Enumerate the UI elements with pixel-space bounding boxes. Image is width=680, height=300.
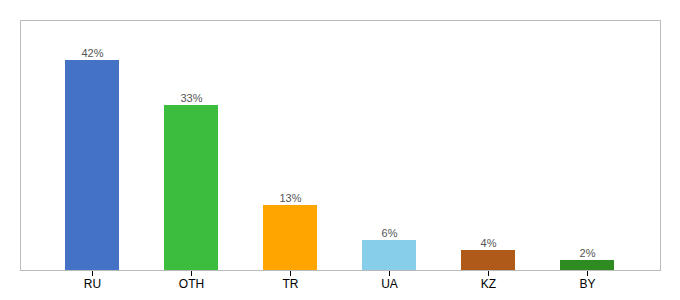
svg-text:RU: RU <box>84 277 101 291</box>
svg-text:6%: 6% <box>382 227 398 239</box>
svg-text:BY: BY <box>579 277 595 291</box>
svg-text:2%: 2% <box>580 247 596 259</box>
svg-text:UA: UA <box>381 277 398 291</box>
svg-text:42%: 42% <box>81 47 103 59</box>
svg-text:OTH: OTH <box>179 277 204 291</box>
svg-text:TR: TR <box>283 277 299 291</box>
svg-text:KZ: KZ <box>481 277 496 291</box>
svg-text:33%: 33% <box>180 92 202 104</box>
svg-text:13%: 13% <box>279 192 301 204</box>
svg-text:4%: 4% <box>481 237 497 249</box>
